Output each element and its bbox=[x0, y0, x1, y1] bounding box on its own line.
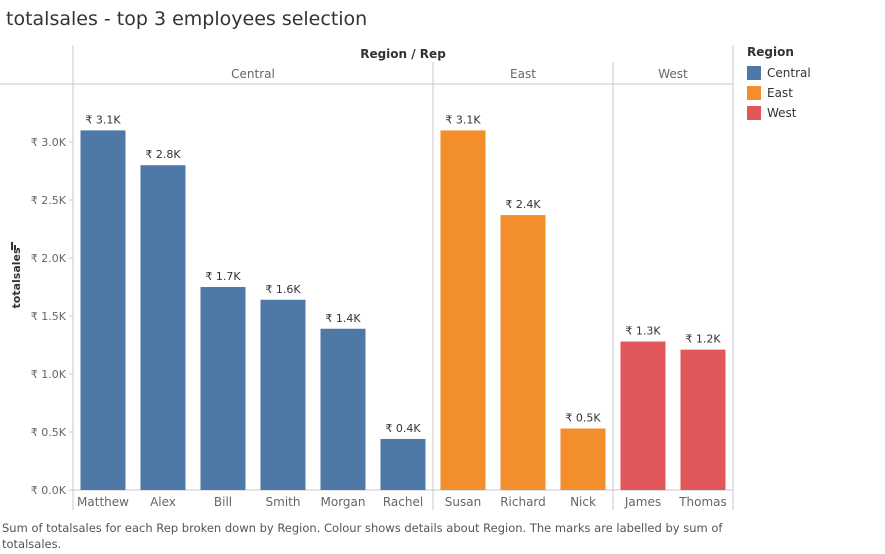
bar-morgan bbox=[320, 328, 366, 490]
bar-smith bbox=[260, 299, 306, 490]
x-tick-label-susan: Susan bbox=[445, 495, 481, 509]
x-tick-label-bill: Bill bbox=[214, 495, 232, 509]
legend-swatch-east bbox=[747, 86, 761, 100]
region-header-west: West bbox=[658, 67, 688, 81]
y-tick-label: ₹ 2.5K bbox=[31, 194, 67, 207]
bar-value-label-rachel: ₹ 0.4K bbox=[385, 422, 421, 435]
legend-swatch-west bbox=[747, 106, 761, 120]
bar-value-label-susan: ₹ 3.1K bbox=[445, 113, 481, 126]
sort-icon-bar bbox=[14, 245, 16, 250]
x-tick-label-alex: Alex bbox=[150, 495, 176, 509]
bar-bill bbox=[200, 287, 246, 490]
chart-title: totalsales - top 3 employees selection bbox=[6, 8, 368, 30]
chart-caption: Sum of totalsales for each Rep broken do… bbox=[2, 521, 723, 551]
bar-value-label-james: ₹ 1.3K bbox=[625, 325, 661, 338]
y-tick-label: ₹ 3.0K bbox=[31, 136, 67, 149]
legend-swatch-central bbox=[747, 66, 761, 80]
x-tick-label-rachel: Rachel bbox=[383, 495, 423, 509]
bar-value-label-bill: ₹ 1.7K bbox=[205, 270, 241, 283]
bar-rachel bbox=[380, 438, 426, 490]
bar-nick bbox=[560, 428, 606, 490]
legend-label-east: East bbox=[767, 86, 793, 100]
sort-icon-bar bbox=[17, 248, 19, 250]
bar-susan bbox=[440, 130, 486, 490]
sort-icon[interactable] bbox=[11, 242, 19, 250]
x-tick-label-james: James bbox=[624, 495, 661, 509]
region-header-east: East bbox=[510, 67, 536, 81]
y-tick-label: ₹ 1.0K bbox=[31, 368, 67, 381]
bar-richard bbox=[500, 215, 546, 490]
bar-thomas bbox=[680, 349, 726, 490]
legend-label-central: Central bbox=[767, 66, 811, 80]
bar-alex bbox=[140, 165, 186, 490]
legend-label-west: West bbox=[767, 106, 797, 120]
bar-value-label-alex: ₹ 2.8K bbox=[145, 148, 181, 161]
region-header-central: Central bbox=[231, 67, 275, 81]
bar-value-label-nick: ₹ 0.5K bbox=[565, 412, 601, 425]
column-header-label: Region / Rep bbox=[360, 47, 446, 61]
x-tick-label-morgan: Morgan bbox=[321, 495, 366, 509]
y-tick-label: ₹ 0.5K bbox=[31, 426, 67, 439]
x-tick-label-richard: Richard bbox=[500, 495, 546, 509]
x-tick-label-nick: Nick bbox=[570, 495, 596, 509]
y-axis-label: totalsales bbox=[10, 247, 23, 308]
legend-item-east[interactable]: East bbox=[747, 83, 811, 103]
bar-value-label-morgan: ₹ 1.4K bbox=[325, 312, 361, 325]
legend-item-central[interactable]: Central bbox=[747, 63, 811, 83]
x-tick-label-matthew: Matthew bbox=[77, 495, 129, 509]
y-tick-label: ₹ 1.5K bbox=[31, 310, 67, 323]
x-tick-label-smith: Smith bbox=[266, 495, 301, 509]
sort-icon-bar bbox=[11, 242, 13, 250]
bar-value-label-richard: ₹ 2.4K bbox=[505, 198, 541, 211]
y-tick-label: ₹ 0.0K bbox=[31, 484, 67, 497]
y-tick-label: ₹ 2.0K bbox=[31, 252, 67, 265]
bar-value-label-thomas: ₹ 1.2K bbox=[685, 333, 721, 346]
legend-item-west[interactable]: West bbox=[747, 103, 811, 123]
bar-matthew bbox=[80, 130, 126, 490]
legend-title: Region bbox=[747, 45, 794, 59]
legend[interactable]: Region Central East West bbox=[747, 45, 811, 123]
x-tick-label-thomas: Thomas bbox=[678, 495, 727, 509]
bar-james bbox=[620, 341, 666, 490]
bar-value-label-matthew: ₹ 3.1K bbox=[85, 113, 121, 126]
bar-value-label-smith: ₹ 1.6K bbox=[265, 283, 301, 296]
